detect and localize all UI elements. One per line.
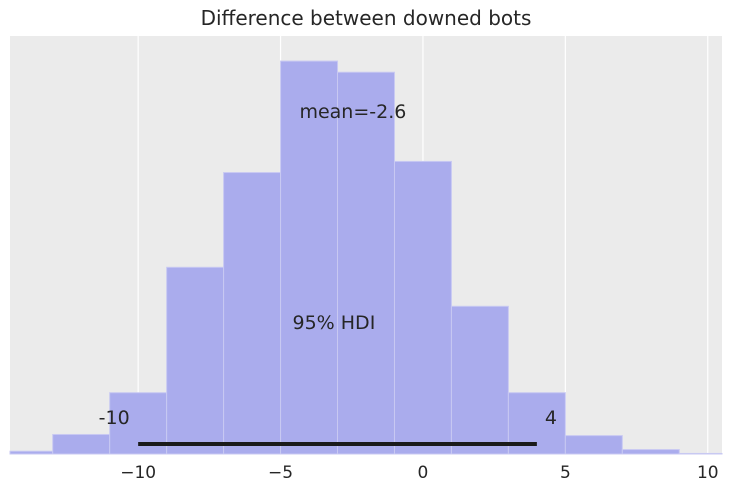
chart-title: Difference between downed bots (201, 6, 532, 30)
x-tick-label: 0 (418, 463, 429, 483)
x-tick-label: −5 (268, 463, 293, 483)
hdi-high-label: 4 (545, 407, 557, 429)
hdi-label: 95% HDI (293, 312, 376, 334)
x-axis-ticks: −10 −5 0 5 10 (120, 463, 718, 483)
histogram-bar (280, 60, 339, 455)
histogram-bar (393, 160, 452, 455)
histogram-bar (678, 452, 723, 455)
x-tick-label: 5 (560, 463, 571, 483)
histogram-bar (9, 450, 54, 455)
histogram-bar (621, 449, 680, 455)
histogram-bars (9, 60, 723, 455)
histogram-bar (166, 266, 225, 455)
mean-label: mean=-2.6 (299, 101, 406, 123)
x-tick-label: 10 (697, 463, 719, 483)
histogram-bar (564, 435, 623, 455)
x-tick-label: −10 (120, 463, 156, 483)
hdi-low-label: -10 (99, 407, 130, 429)
histogram-bar (223, 172, 282, 455)
histogram-bar (52, 433, 111, 455)
histogram-bar (337, 71, 395, 455)
histogram-bar (450, 305, 509, 455)
